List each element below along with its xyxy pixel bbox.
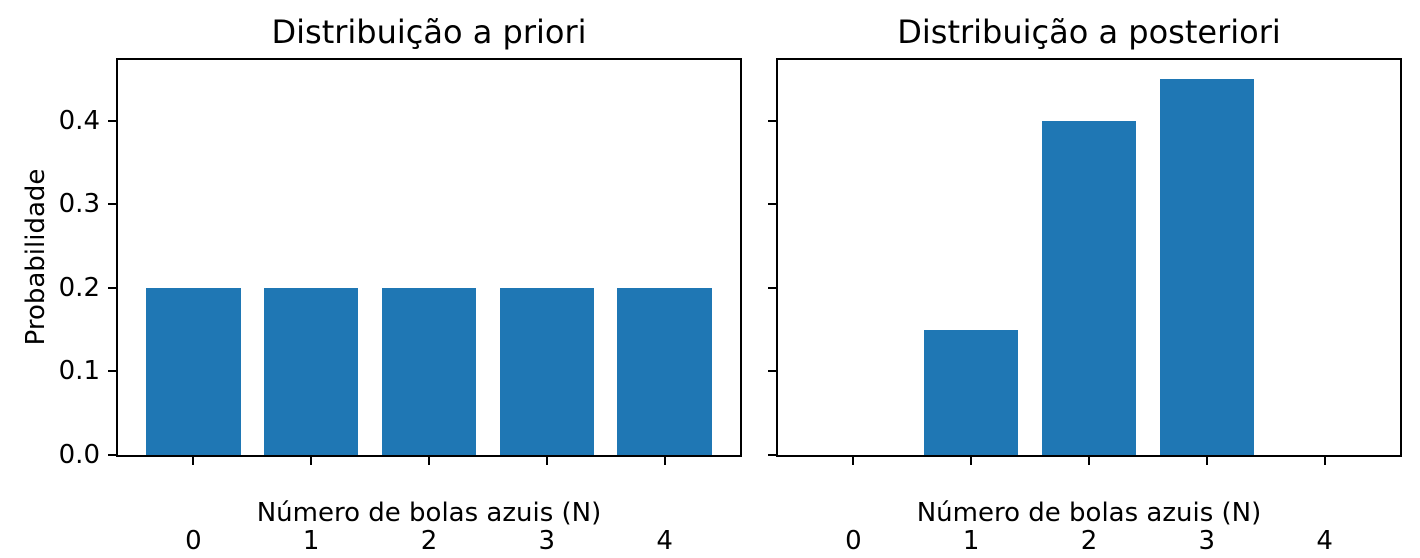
bar-N3 [1159,78,1254,455]
x-tick-mark-3 [545,457,548,465]
prior-x-axis-label: Número de bolas azuis (N) [256,498,602,528]
y-tick-mark-0.4 [108,119,116,122]
y-tick-mark-0.2 [108,286,116,289]
posterior-chart-title: Distribuição a posteriori [897,13,1281,51]
x-tick-mark-2 [1088,457,1090,465]
x-tick-label-3: 3 [538,526,556,556]
y-tick-mark-0.1 [768,370,776,373]
bar-N2 [1041,120,1137,455]
x-tick-mark-1 [970,457,973,465]
x-tick-mark-2 [428,457,430,465]
bar-N1 [264,287,359,455]
bar-N1 [924,329,1019,455]
y-tick-mark-0.0 [768,454,776,456]
x-tick-label-0: 0 [845,526,862,556]
x-tick-mark-0 [852,457,855,465]
x-tick-label-1: 1 [302,526,320,556]
prior-plot-area: 0 1 2 3 4 0.0 0.1 0.2 0.3 0.4 [59,58,742,556]
posterior-x-axis-label: Número de bolas azuis (N) [916,498,1262,528]
bar-N3 [499,287,594,455]
x-tick-label-1: 1 [962,526,980,556]
bar-N2 [381,287,477,455]
y-tick-mark-0.3 [108,203,116,206]
y-tick-label-0.3: 0.3 [58,189,100,220]
y-tick-label-0.4: 0.4 [58,105,100,136]
posterior-plot-area: 0 1 2 3 4 [768,58,1402,556]
x-tick-mark-1 [310,457,313,465]
y-tick-mark-0.4 [768,119,776,122]
y-tick-mark-0.2 [768,286,776,289]
x-tick-label-0: 0 [185,526,202,556]
y-tick-mark-0.0 [108,454,116,456]
y-tick-label-0.1: 0.1 [58,356,100,387]
x-tick-label-2: 2 [420,526,438,556]
y-tick-mark-0.3 [768,203,776,206]
y-tick-label-0.0: 0.0 [58,440,100,470]
x-tick-mark-3 [1205,457,1208,465]
y-tick-label-0.2: 0.2 [58,272,100,303]
x-tick-label-4: 4 [1316,526,1333,556]
x-tick-mark-4 [1323,457,1326,465]
x-tick-label-3: 3 [1198,526,1216,556]
prior-chart-title: Distribuição a priori [271,13,587,51]
x-tick-label-2: 2 [1080,526,1098,556]
x-tick-mark-4 [663,457,666,465]
bar-N0 [146,287,241,455]
x-tick-label-4: 4 [656,526,673,556]
y-tick-mark-0.1 [108,370,116,373]
x-tick-mark-0 [192,457,195,465]
bar-N4 [617,287,712,455]
